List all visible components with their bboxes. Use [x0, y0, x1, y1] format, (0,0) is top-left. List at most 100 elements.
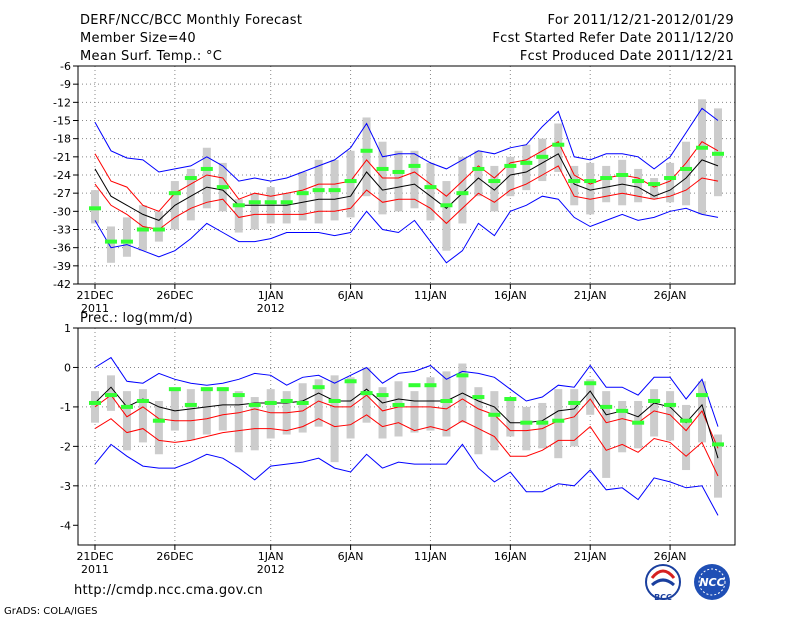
- temp-ensemble-marker: [600, 176, 613, 181]
- temp-series-mean: [94, 153, 719, 221]
- temp-ensemble-marker: [376, 166, 389, 171]
- temp-y-tick-label: -9: [60, 78, 71, 91]
- variable-label: Mean Surf. Temp.: °C: [80, 49, 222, 64]
- temp-ensemble-marker: [504, 163, 517, 168]
- temp-ensemble-marker: [552, 142, 565, 147]
- precip-series-lower: [94, 414, 719, 477]
- temp-spread-box: [426, 162, 435, 221]
- temp-ensemble-marker: [136, 227, 149, 232]
- temperature-chart: -42 -39 -36 -33 -30 -27 -24 -21 -18 -15 -12 -9 -6 21D…: [53, 60, 736, 315]
- temp-spread-box: [410, 150, 419, 209]
- temp-ensemble-marker: [104, 239, 117, 244]
- temp-x-tick-label: 11JAN: [414, 289, 447, 302]
- precip-series-min: [94, 443, 719, 516]
- temp-ensemble-marker: [168, 191, 181, 196]
- temp-ensemble-marker: [488, 179, 501, 184]
- temp-ensemble-marker: [648, 182, 661, 187]
- temp-y-tick-label: -12: [53, 96, 71, 109]
- precip-x-tick-label: 26JAN: [654, 550, 687, 563]
- precip-ensemble-marker: [488, 412, 501, 417]
- precip-spread-box: [442, 371, 451, 437]
- precip-ensemble-marker: [152, 418, 165, 423]
- grads-credit: GrADS: COLA/IGES: [4, 606, 98, 617]
- temp-y-tick-label: -39: [53, 260, 71, 273]
- temp-ensemble-marker: [568, 179, 581, 184]
- precip-spread-box: [554, 389, 563, 459]
- precip-x-tick-label: 26DEC: [156, 550, 193, 563]
- precip-spread-box: [714, 434, 722, 498]
- temp-spread-box: [106, 226, 115, 263]
- temp-spread-box: [202, 147, 211, 209]
- temp-ensemble-marker: [520, 160, 533, 165]
- temp-y-tick-label: -18: [53, 133, 71, 146]
- temp-ensemble-marker: [456, 191, 469, 196]
- precip-ensemble-marker: [632, 420, 645, 425]
- temp-spread-box: [442, 181, 451, 251]
- precip-spread-box: [250, 397, 259, 451]
- precip-ensemble-marker: [344, 379, 357, 384]
- temp-x-tick-label: 16JAN: [494, 289, 527, 302]
- precip-ensemble-marker: [584, 381, 597, 386]
- temp-spread-box: [474, 150, 483, 197]
- precip-ensemble-marker: [89, 400, 101, 405]
- temp-spread-box: [122, 217, 131, 257]
- precip-ensemble-marker: [120, 404, 133, 409]
- temp-ensemble-marker: [712, 151, 724, 156]
- temp-ensemble-marker: [696, 145, 709, 150]
- temp-plot-frame: [77, 65, 736, 285]
- temp-series-upper: [94, 140, 719, 212]
- temp-ensemble-marker: [360, 148, 373, 153]
- temp-ensemble-marker: [392, 169, 405, 174]
- temp-ensemble-marker: [616, 173, 629, 177]
- precip-spread-box: [314, 379, 323, 427]
- precip-spread-box: [154, 400, 163, 455]
- temp-ensemble-marker: [248, 200, 261, 205]
- precip-series-upper: [94, 394, 719, 449]
- temp-ensemble-marker: [632, 179, 645, 184]
- precip-spread-box: [570, 389, 579, 447]
- precip-spread-box: [234, 391, 243, 453]
- source-url[interactable]: http://cmdp.ncc.cma.gov.cn: [74, 583, 263, 598]
- precip-spread-box: [170, 389, 179, 431]
- temp-ensemble-marker: [184, 176, 197, 181]
- temp-ensemble-marker: [264, 200, 277, 205]
- precip-spread-box: [522, 406, 531, 451]
- precip-ensemble-marker: [664, 402, 677, 407]
- precip-ensemble-marker: [456, 373, 469, 378]
- precip-ensemble-marker: [712, 442, 724, 447]
- precip-ensemble-marker: [104, 393, 117, 398]
- temp-spread-box: [538, 138, 547, 182]
- temp-x-tick-label: 21JAN: [574, 289, 607, 302]
- temp-spread-box: [298, 171, 307, 221]
- temp-y-tick-label: -27: [53, 187, 71, 200]
- precip-ensemble-marker: [232, 393, 245, 398]
- temp-spread-box: [554, 123, 563, 172]
- precip-ensemble-marker: [600, 404, 613, 409]
- ncc-logo-text: NCC: [699, 576, 724, 589]
- precip-ensemble-marker: [200, 387, 213, 392]
- precip-spread-box: [122, 391, 131, 451]
- precip-spread-box: [266, 389, 275, 439]
- precip-ensemble-marker: [328, 398, 341, 403]
- precip-series-mean: [94, 386, 719, 459]
- figure-title: DERF/NCC/BCC Monthly Forecast: [80, 13, 302, 28]
- temp-spread-box: [234, 199, 243, 233]
- temp-spread-box: [186, 168, 195, 221]
- precip-y-tick-label: -1: [60, 401, 71, 414]
- temp-x-tick-label: 26DEC: [156, 289, 193, 302]
- precip-panel-label: Prec.: log(mm/d): [80, 311, 193, 326]
- temp-y-tick-label: -21: [53, 151, 71, 164]
- precip-ensemble-marker: [648, 398, 661, 403]
- temp-series-lower: [94, 165, 719, 231]
- temp-ensemble-marker: [440, 203, 453, 208]
- precip-ensemble-marker: [168, 387, 181, 392]
- precip-ensemble-marker: [424, 383, 437, 388]
- precip-ensemble-marker: [392, 402, 405, 407]
- temp-ensemble-marker: [424, 185, 437, 190]
- precip-spread-box: [602, 391, 611, 478]
- precip-ensemble-marker: [312, 385, 325, 390]
- temp-x-tick-label: 6JAN: [338, 289, 364, 302]
- precip-spread-box: [586, 379, 595, 415]
- precip-spread-box: [91, 391, 99, 423]
- temp-spread-box: [682, 141, 691, 206]
